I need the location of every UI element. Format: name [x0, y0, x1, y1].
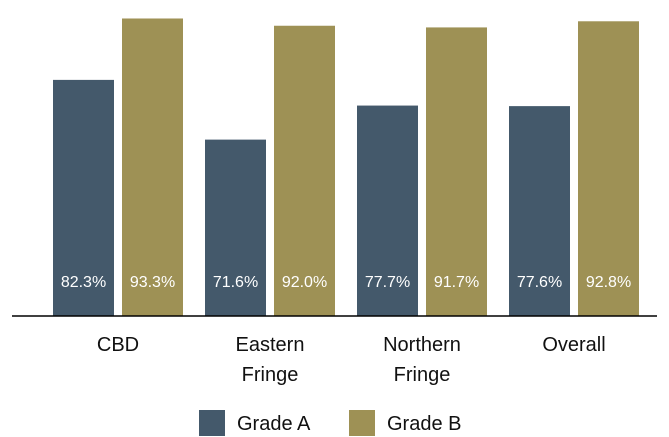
bar-grade-a-2 — [357, 105, 418, 316]
bar-value-label: 77.6% — [517, 274, 562, 291]
category-label: Fringe — [242, 364, 299, 386]
legend-label: Grade A — [237, 413, 311, 435]
bar-value-label: 82.3% — [61, 274, 106, 291]
bar-value-label: 93.3% — [130, 274, 175, 291]
category-label: Overall — [542, 334, 605, 356]
legend-swatch-grade-a — [199, 410, 225, 436]
bar-value-label: 71.6% — [213, 274, 258, 291]
category-label: Northern — [383, 334, 461, 356]
category-label: Eastern — [236, 334, 305, 356]
bar-value-label: 91.7% — [434, 274, 479, 291]
value-labels-layer: 82.3% 93.3% 71.6% 92.0% 77.7% 91.7% 77.6% 92.8% — [61, 274, 631, 291]
category-labels-layer: CBD Eastern Fringe Northern Fringe Overall — [97, 334, 606, 386]
bar-grade-a-3 — [509, 106, 570, 317]
bars-layer — [53, 18, 639, 317]
bar-value-label: 92.8% — [586, 274, 631, 291]
bar-value-label: 77.7% — [365, 274, 410, 291]
bar-grade-b-3 — [578, 21, 639, 317]
bar-grade-b-0 — [122, 18, 183, 317]
legend: Grade A Grade B — [199, 410, 461, 436]
bar-grade-a-0 — [53, 79, 114, 316]
bar-grade-b-1 — [274, 25, 335, 317]
bar-grade-b-2 — [426, 27, 487, 316]
category-label: CBD — [97, 334, 139, 356]
bar-grade-a-1 — [205, 139, 266, 316]
legend-label: Grade B — [387, 413, 461, 435]
category-label: Fringe — [394, 364, 451, 386]
legend-swatch-grade-b — [349, 410, 375, 436]
bar-value-label: 92.0% — [282, 274, 327, 291]
